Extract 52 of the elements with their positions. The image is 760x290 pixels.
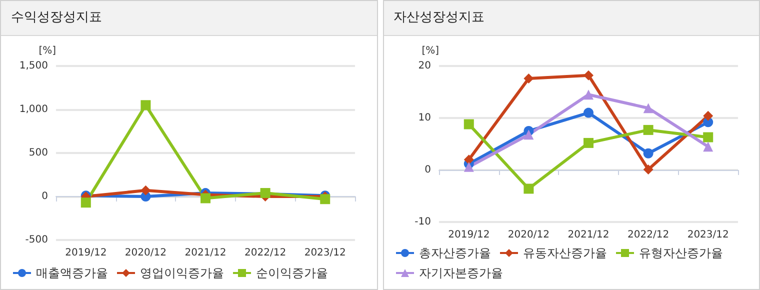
legend-label: 총자산증가율 <box>418 246 490 260</box>
point <box>523 184 534 194</box>
legend-label: 매출액증가율 <box>36 266 108 280</box>
point <box>523 73 534 84</box>
point <box>463 119 474 130</box>
y-tick-label: 1,000 <box>19 104 48 115</box>
point <box>200 193 210 204</box>
y-tick-label: -10 <box>414 216 430 228</box>
legend-label: 유동자산증가율 <box>522 246 606 260</box>
x-tick-label: 2020/12 <box>124 248 166 258</box>
x-tick-label: 2022/12 <box>244 248 286 258</box>
y-tick-label: 500 <box>28 148 48 158</box>
chart-title: 자산성장성지표 <box>384 1 759 36</box>
point <box>642 164 653 174</box>
point <box>702 132 713 142</box>
y-axis-title: [%] <box>421 46 439 56</box>
x-tick-label: 2023/12 <box>304 248 346 258</box>
y-tick-label: 0 <box>424 164 430 176</box>
x-tick-label: 2019/12 <box>448 230 490 240</box>
point <box>463 154 474 165</box>
point <box>523 130 534 140</box>
x-tick-label: 2022/12 <box>627 230 669 240</box>
point <box>642 103 653 114</box>
point <box>583 138 593 148</box>
point <box>80 198 91 208</box>
point <box>583 90 593 100</box>
y-tick-label: 0 <box>42 191 48 202</box>
point <box>583 108 593 118</box>
x-tick-label: 2021/12 <box>184 248 226 258</box>
legend-label: 유형자산증가율 <box>638 246 722 260</box>
legend-label: 순이익증가율 <box>256 266 328 280</box>
x-tick-label: 2019/12 <box>65 248 107 258</box>
y-tick-label: 10 <box>418 112 430 124</box>
point <box>702 142 713 152</box>
y-tick-label: 20 <box>418 60 430 72</box>
y-axis-title: [%] <box>38 46 56 56</box>
point <box>702 110 713 121</box>
point <box>140 100 151 110</box>
x-tick-label: 2020/12 <box>507 230 549 240</box>
point <box>463 162 474 172</box>
x-tick-label: 2021/12 <box>567 230 609 240</box>
point <box>642 124 653 135</box>
point <box>140 185 151 196</box>
y-tick-label: 1,500 <box>19 60 48 72</box>
legend-label: 자기자본증가율 <box>418 266 502 280</box>
chart-title: 수익성장성지표 <box>1 1 376 36</box>
x-tick-label: 2023/12 <box>686 230 728 240</box>
point <box>642 148 653 158</box>
point <box>583 70 593 80</box>
y-tick-label: -500 <box>25 234 48 246</box>
legend-label: 영업이익증가율 <box>140 266 224 280</box>
point <box>320 194 330 204</box>
